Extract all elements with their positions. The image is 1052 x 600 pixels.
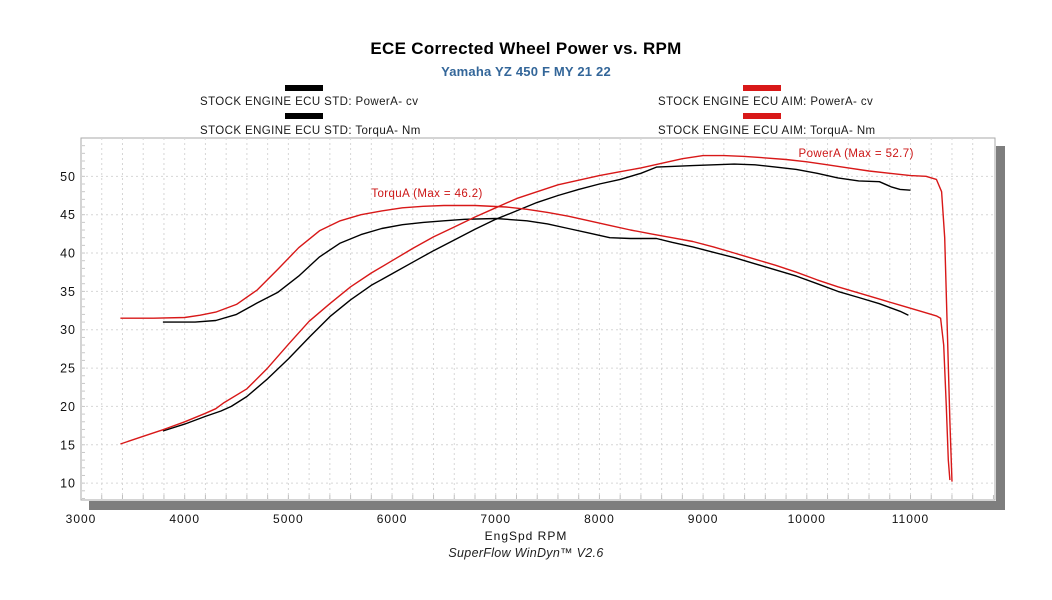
legend-label-aim-power: STOCK ENGINE ECU AIM: PowerA- cv <box>658 96 874 108</box>
plot-shadow-right <box>996 146 1005 510</box>
legend-label-std-power: STOCK ENGINE ECU STD: PowerA- cv <box>200 96 419 108</box>
chart-title: ECE Corrected Wheel Power vs. RPM <box>370 39 682 58</box>
curve-max-annotation: PowerA (Max = 52.7) <box>799 148 914 160</box>
curve-aim-power <box>120 154 953 482</box>
legend-swatch-aim-power <box>743 85 781 91</box>
x-tick-label: 6000 <box>377 512 408 526</box>
x-axis-title: EngSpd RPM <box>484 529 568 543</box>
legend-label-std-torque: STOCK ENGINE ECU STD: TorquA- Nm <box>200 125 421 137</box>
legend-swatch-aim-torque <box>743 113 781 119</box>
legend-label-aim-torque: STOCK ENGINE ECU AIM: TorquA- Nm <box>658 125 876 137</box>
x-tick-label: 9000 <box>688 512 719 526</box>
y-tick-label: 20 <box>60 400 76 414</box>
y-tick-label: 50 <box>60 170 76 184</box>
curve-max-annotation: TorquA (Max = 46.2) <box>371 188 482 200</box>
chart-subtitle: Yamaha YZ 450 F MY 21 22 <box>441 64 611 79</box>
watermark-text: SuperFlow WinDyn™ V2.6 <box>448 546 604 560</box>
y-tick-label: 15 <box>60 438 76 452</box>
curve-std-power <box>162 163 911 432</box>
curve-std-torque <box>162 217 909 323</box>
x-tick-label: 3000 <box>66 512 97 526</box>
y-tick-label: 10 <box>60 477 76 491</box>
plot-shadow-bottom <box>89 501 1005 510</box>
y-tick-label: 40 <box>60 247 76 261</box>
y-tick-label: 25 <box>60 362 76 376</box>
y-tick-label: 45 <box>60 208 76 222</box>
x-tick-label: 8000 <box>584 512 615 526</box>
legend-swatch-std-power <box>285 85 323 91</box>
x-tick-label: 7000 <box>480 512 511 526</box>
y-tick-label: 35 <box>60 285 76 299</box>
plot-frame <box>80 137 996 501</box>
x-tick-label: 4000 <box>169 512 200 526</box>
curve-aim-torque <box>120 204 951 481</box>
y-tick-label: 30 <box>60 323 76 337</box>
x-tick-label: 10000 <box>788 512 826 526</box>
x-tick-label: 5000 <box>273 512 304 526</box>
x-tick-label: 11000 <box>892 512 929 526</box>
legend-swatch-std-torque <box>285 113 323 119</box>
